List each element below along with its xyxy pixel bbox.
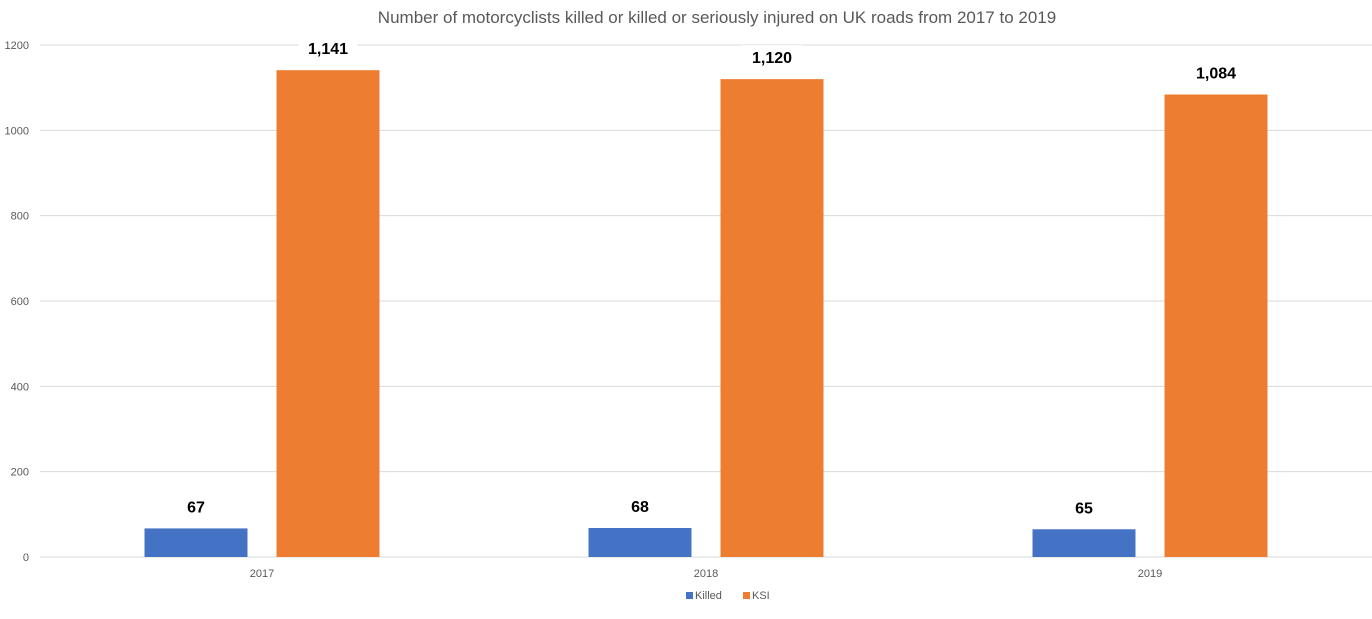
data-label-ksi-2017: 1,141 xyxy=(308,41,348,58)
y-tick-label: 200 xyxy=(11,467,29,479)
data-label-background xyxy=(624,493,656,518)
data-label-killed-2019: 65 xyxy=(1075,500,1093,517)
x-tick-label: 2019 xyxy=(1138,568,1162,580)
y-tick-label: 600 xyxy=(11,296,29,308)
y-tick-label: 0 xyxy=(23,552,29,564)
bar-killed-2018 xyxy=(588,527,692,557)
y-axis: 0 200 400 600 800 1000 1200 xyxy=(5,40,29,564)
bar-killed-2019 xyxy=(1032,529,1136,557)
bar-ksi-2018 xyxy=(720,79,824,557)
legend-swatch-killed xyxy=(686,592,693,599)
data-label-background xyxy=(742,45,802,70)
data-label-background xyxy=(1186,60,1246,85)
data-label-killed-2017: 67 xyxy=(187,499,205,516)
data-label-background xyxy=(1068,495,1100,520)
data-label-ksi-2018: 1,120 xyxy=(752,50,792,67)
data-labels: 67 1,141 68 1,120 65 1,084 xyxy=(180,36,1246,520)
bar-killed-2017 xyxy=(144,528,248,557)
legend-swatch-ksi xyxy=(743,592,750,599)
y-tick-label: 400 xyxy=(11,381,29,393)
x-axis: 2017 2018 2019 xyxy=(250,568,1162,580)
bar-ksi-2017 xyxy=(276,70,380,557)
data-label-ksi-2019: 1,084 xyxy=(1196,65,1236,82)
y-tick-label: 800 xyxy=(11,211,29,223)
data-label-killed-2018: 68 xyxy=(631,499,649,516)
legend-label-killed: Killed xyxy=(695,590,722,602)
data-label-background xyxy=(298,36,358,61)
legend-label-ksi: KSI xyxy=(752,590,770,602)
y-tick-label: 1200 xyxy=(5,40,29,52)
y-tick-label: 1000 xyxy=(5,125,29,137)
x-tick-label: 2018 xyxy=(694,568,718,580)
chart-title: Number of motorcyclists killed or killed… xyxy=(378,8,1056,27)
x-tick-label: 2017 xyxy=(250,568,274,580)
bars xyxy=(144,70,1268,557)
data-label-background xyxy=(180,494,212,519)
gridlines xyxy=(40,44,1372,558)
legend: Killed KSI xyxy=(686,590,770,602)
bar-ksi-2019 xyxy=(1164,94,1268,557)
